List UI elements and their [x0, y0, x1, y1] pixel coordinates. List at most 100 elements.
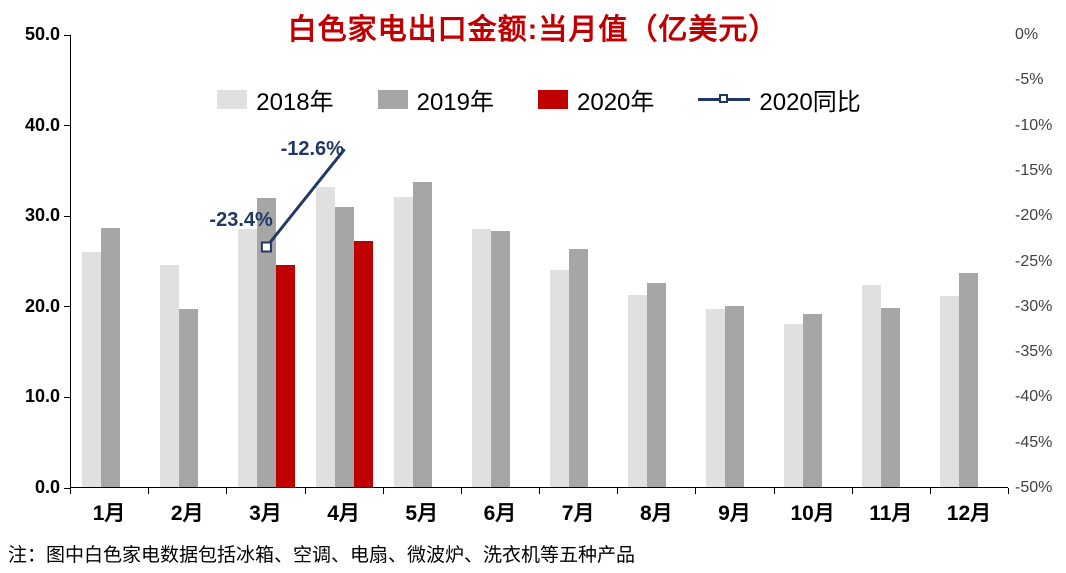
x-axis-tick [929, 488, 931, 494]
x-axis-tick [851, 488, 853, 494]
left-axis-tick [64, 34, 70, 36]
legend-label-2020: 2020年 [577, 89, 655, 116]
x-axis-tick [460, 488, 462, 494]
left-axis-tick [64, 487, 70, 489]
bar-group-m10 [774, 35, 852, 487]
x-axis-tick [539, 488, 540, 494]
bar-2019-m6 [490, 231, 510, 487]
bar-2019-m4 [334, 206, 354, 487]
legend-label-2018: 2018年 [256, 89, 334, 116]
x-axis-tick [148, 488, 150, 494]
bar-2018-m6 [471, 229, 491, 487]
legend-item-2018: 2018年 [217, 82, 334, 117]
x-axis-label-m2: 2月 [170, 502, 204, 525]
x-axis-label-m6: 6月 [483, 502, 517, 525]
bar-2018-m4 [315, 186, 335, 487]
bar-2020-m3 [275, 264, 295, 487]
bar-2018-m8 [628, 295, 648, 487]
left-axis-tick-label: 40.0 [24, 114, 60, 135]
x-axis-tick [695, 488, 697, 494]
footnote: 注：图中白色家电数据包括冰箱、空调、电扇、微波炉、洗衣机等五种产品 [8, 545, 636, 566]
right-axis-tick-label: -20% [1015, 207, 1053, 225]
bar-group-m3 [227, 35, 305, 487]
bar-2019-m3 [256, 197, 276, 487]
legend-line-marker-icon [719, 94, 729, 103]
bar-group-m5 [383, 35, 461, 487]
x-axis-tick [617, 488, 619, 494]
bar-2018-m9 [706, 308, 726, 487]
right-axis-tick-label: -40% [1015, 388, 1053, 406]
x-axis-label-m11: 11月 [869, 502, 913, 525]
bar-2018-m3 [237, 229, 257, 487]
left-axis-tick-label: 20.0 [24, 295, 60, 316]
bar-2019-m10 [803, 314, 823, 487]
bar-group-m4 [305, 35, 383, 487]
x-axis-label-m12: 12月 [946, 502, 992, 525]
legend: 2018年 2019年 2020年 2020同比 [70, 82, 1008, 117]
bar-2019-m12 [959, 272, 979, 487]
left-axis-tick [64, 306, 70, 308]
x-axis-tick [304, 488, 306, 494]
left-axis-tick-label: 30.0 [24, 205, 60, 226]
bar-2018-m1 [81, 251, 101, 487]
bar-group-m11 [852, 35, 930, 487]
bar-2018-m5 [393, 196, 413, 487]
x-axis-label-m1: 1月 [92, 502, 126, 525]
legend-swatch-icon-2019 [377, 90, 408, 109]
right-axis-tick-label: -10% [1015, 116, 1053, 134]
left-axis-tick [64, 215, 70, 217]
x-axis-label-m7: 7月 [561, 502, 595, 525]
yoy-point-marker-icon [260, 241, 272, 253]
bar-2020-m4 [353, 241, 373, 487]
x-axis-label-m5: 5月 [405, 502, 439, 525]
legend-line-swatch-icon [698, 90, 751, 109]
x-axis-label-m3: 3月 [249, 502, 282, 525]
legend-item-2020: 2020年 [538, 82, 654, 117]
yoy-line-path [265, 148, 346, 248]
x-axis-tick [382, 488, 384, 494]
right-axis-tick-label: -45% [1015, 433, 1053, 451]
bar-group-m7 [539, 35, 617, 487]
yoy-data-label: -23.4% [209, 209, 273, 231]
x-axis: 1月 2月 3月 4月 5月 6月 7月 8月 9月 10月 11月 12月 [70, 497, 1008, 527]
bar-2018-m7 [550, 270, 569, 487]
x-axis-label-m9: 9月 [718, 502, 751, 525]
chart-title: 白色家电出口金额:当月值（亿美元） [287, 14, 779, 46]
x-axis-tick [1008, 488, 1009, 494]
legend-item-2019: 2019年 [377, 82, 494, 117]
legend-label-yoy: 2020同比 [759, 89, 861, 116]
bar-2019-m1 [100, 228, 120, 487]
x-axis-tick [226, 488, 228, 494]
bar-2019-m8 [647, 282, 667, 487]
left-axis-tick-label: 10.0 [24, 386, 60, 407]
bar-group-m6 [461, 35, 539, 487]
x-axis-label-m4: 4月 [327, 502, 360, 525]
legend-item-yoy: 2020同比 [698, 82, 861, 117]
bar-2018-m11 [862, 285, 882, 487]
legend-swatch-icon-2018 [217, 90, 248, 109]
right-axis-tick-label: -25% [1015, 252, 1053, 270]
right-axis-tick-label: -35% [1015, 343, 1053, 361]
bar-group-m8 [618, 35, 696, 487]
right-axis-tick-label: -50% [1015, 479, 1053, 496]
yoy-data-label: -12.6% [280, 138, 344, 161]
bars-layer [71, 35, 1008, 487]
right-axis-tick-label: -5% [1015, 71, 1044, 89]
bar-2019-m9 [725, 306, 745, 487]
bar-group-m2 [149, 35, 227, 487]
plot-area: -23.4% -12.6% [70, 35, 1008, 488]
bar-2018-m10 [784, 324, 804, 487]
bar-2019-m5 [412, 182, 432, 487]
bar-group-m1 [71, 35, 149, 487]
bar-2018-m2 [159, 264, 179, 487]
left-axis-tick [64, 125, 70, 127]
right-axis-tick-label: -30% [1015, 297, 1053, 315]
legend-label-2019: 2019年 [416, 89, 494, 116]
bar-group-m9 [696, 35, 774, 487]
bar-2019-m2 [178, 308, 198, 487]
x-axis-tick [773, 488, 775, 494]
bar-2018-m12 [940, 296, 960, 487]
x-axis-label-m8: 8月 [639, 502, 673, 525]
bar-2019-m11 [881, 308, 901, 487]
bar-2019-m7 [569, 249, 588, 487]
